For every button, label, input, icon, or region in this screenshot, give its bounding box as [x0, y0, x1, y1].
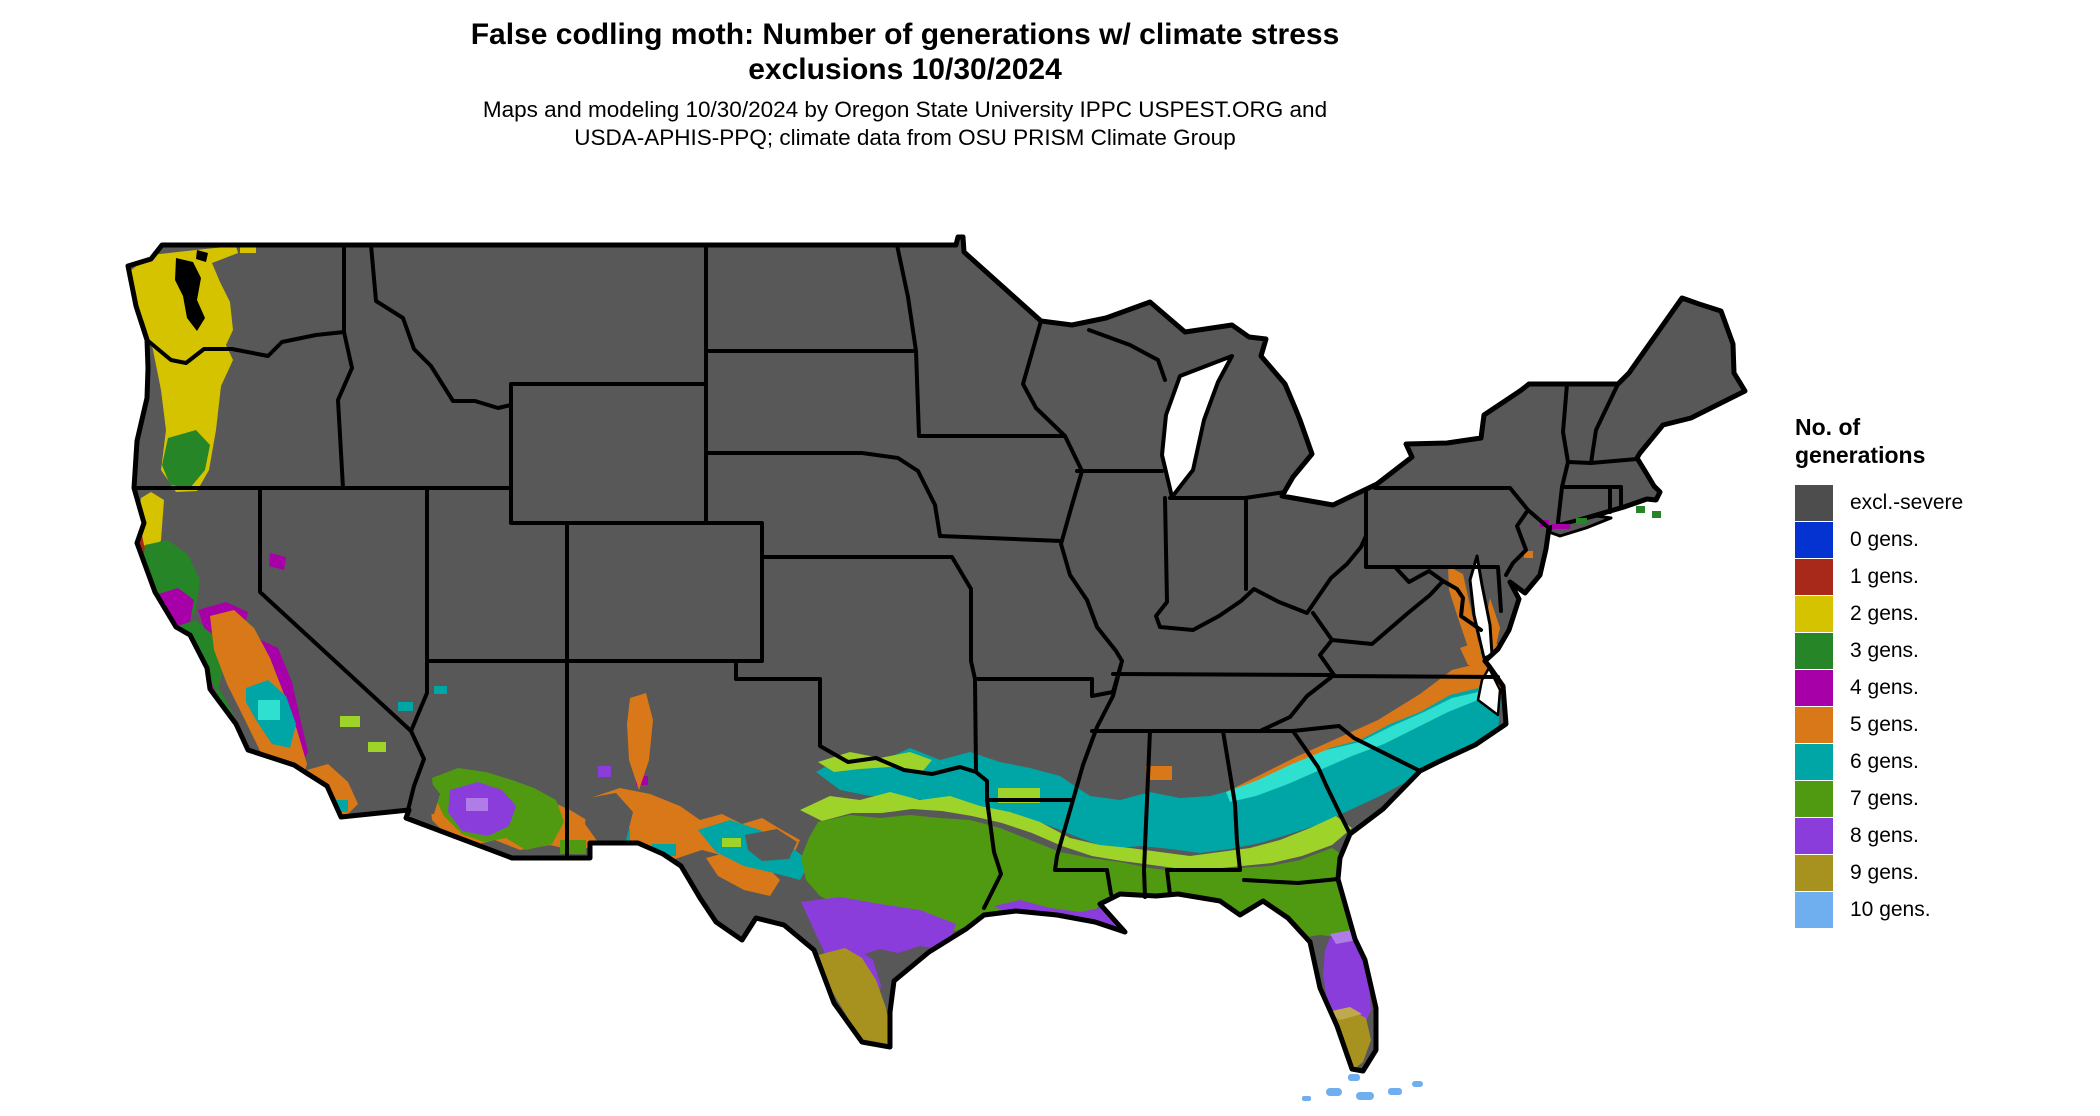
- keys-dot: [1326, 1088, 1342, 1096]
- florida-keys: [1302, 1074, 1423, 1101]
- legend-label: 2 gens.: [1850, 602, 1919, 626]
- region-khaki-fl-fringe: [1327, 1007, 1362, 1020]
- legend-item-5-gens: 5 gens.: [1795, 707, 2095, 744]
- legend-label: 6 gens.: [1850, 750, 1919, 774]
- legend-item-8-gens: 8 gens.: [1795, 818, 2095, 855]
- legend-label: 0 gens.: [1850, 528, 1919, 552]
- region-2gens-newa-speck: [240, 245, 256, 253]
- long-island-green: [1576, 518, 1587, 524]
- keys-dot: [1356, 1092, 1374, 1100]
- legend-label: excl.-severe: [1850, 491, 1964, 515]
- legend-label: 8 gens.: [1850, 824, 1919, 848]
- map-title: False codling moth: Number of generation…: [0, 18, 1810, 88]
- legend-item-10-gens: 10 gens.: [1795, 892, 2095, 929]
- legend-item-1-gens: 1 gens.: [1795, 559, 2095, 596]
- region-9gens-stx: [818, 948, 890, 1058]
- region-4gens-nv-dot: [269, 553, 286, 570]
- legend-swatch-0-gens: [1795, 522, 1833, 559]
- legend-swatch-10-gens: [1795, 892, 1833, 929]
- region-cyan-valley: [258, 700, 280, 720]
- legend-label: 4 gens.: [1850, 676, 1919, 700]
- keys-dot: [1412, 1081, 1423, 1087]
- keys-dot: [1388, 1088, 1402, 1095]
- region-lime-wtx: [722, 838, 741, 847]
- region-5gens-chesapeake-e: [1485, 598, 1500, 650]
- legend-swatch-4-gens: [1795, 670, 1833, 707]
- region-5gens-al-speck: [1146, 766, 1172, 780]
- legend-label: 3 gens.: [1850, 639, 1919, 663]
- state-borders: [132, 243, 1639, 910]
- region-4gens-delmarva: [1506, 638, 1517, 647]
- region-7gens-core: [801, 815, 1359, 938]
- region-8gens-fl: [1323, 934, 1371, 1033]
- region-lime-fringe: [800, 792, 1352, 869]
- map-subtitle-line2: USDA-APHIS-PPQ; climate data from OSU PR…: [574, 124, 1236, 150]
- region-lightpurple-phoenix: [466, 798, 488, 811]
- legend-swatch-excl-severe: [1795, 485, 1833, 522]
- region-5gens-riogrande: [627, 693, 653, 790]
- region-4gens-nj2: [1524, 620, 1531, 629]
- legend-title-line1: No. of: [1795, 414, 1861, 440]
- region-excl-edwards: [745, 829, 797, 861]
- puget-sound-water: [175, 258, 205, 331]
- long-island: [1547, 514, 1613, 538]
- legend-label: 7 gens.: [1850, 787, 1919, 811]
- legend-swatch-1-gens: [1795, 559, 1833, 596]
- legend-item-4-gens: 4 gens.: [1795, 670, 2095, 707]
- region-3gens-sor: [162, 430, 210, 488]
- legend-swatch-3-gens: [1795, 633, 1833, 670]
- legend-label: 5 gens.: [1850, 713, 1919, 737]
- region-cyan-fringe: [1226, 692, 1478, 802]
- legend-item-excl-severe: excl.-severe: [1795, 485, 2095, 522]
- keys-dot: [1348, 1074, 1360, 1081]
- region-lime-mojave2: [368, 742, 386, 752]
- us-land: [128, 237, 1745, 1071]
- region-6gens-band: [816, 688, 1501, 853]
- legend-swatch-2-gens: [1795, 596, 1833, 633]
- region-lime-mojave: [340, 716, 360, 727]
- legend-item-7-gens: 7 gens.: [1795, 781, 2095, 818]
- legend-item-9-gens: 9 gens.: [1795, 855, 2095, 892]
- region-7gens-azborder: [560, 840, 586, 854]
- legend-title: No. of generations: [1795, 414, 2095, 469]
- keys-dot: [1302, 1096, 1311, 1101]
- legend-swatch-6-gens: [1795, 744, 1833, 781]
- region-5gens-nj-speck: [1524, 551, 1533, 558]
- puget-sound-water2: [196, 250, 208, 262]
- legend-item-3-gens: 3 gens.: [1795, 633, 2095, 670]
- vineyard-green: [1636, 506, 1645, 513]
- legend: No. of generations excl.-severe 0 gens. …: [1795, 414, 2095, 929]
- map-subtitle-line1: Maps and modeling 10/30/2024 by Oregon S…: [482, 97, 1328, 122]
- legend-item-2-gens: 2 gens.: [1795, 596, 2095, 633]
- region-8gens-nm-dot: [598, 766, 611, 777]
- long-island-magenta: [1552, 524, 1570, 529]
- legend-swatch-5-gens: [1795, 707, 1833, 744]
- us-outline: [125, 234, 1748, 1074]
- legend-item-0-gens: 0 gens.: [1795, 522, 2095, 559]
- legend-item-6-gens: 6 gens.: [1795, 744, 2095, 781]
- legend-swatch-9-gens: [1795, 855, 1833, 892]
- legend-swatch-7-gens: [1795, 781, 1833, 818]
- region-6gens-vegas: [398, 702, 413, 711]
- chesapeake-bay: [1468, 554, 1494, 660]
- region-lime-redriver: [818, 752, 932, 772]
- legend-swatch-8-gens: [1795, 818, 1833, 855]
- region-6gens-socal: [300, 790, 324, 805]
- legend-label: 1 gens.: [1850, 565, 1919, 589]
- map-subtitle: Maps and modeling 10/30/2024 by Oregon S…: [0, 96, 1810, 152]
- map-title-line1: False codling moth: Number of generation…: [470, 18, 1340, 51]
- legend-title-line2: generations: [1795, 441, 1926, 468]
- region-excl-davis: [585, 793, 633, 845]
- nantucket-green: [1652, 511, 1661, 518]
- region-5gens-wtx2: [706, 850, 780, 896]
- region-4gens-nj: [1528, 598, 1536, 609]
- legend-label: 9 gens.: [1850, 861, 1919, 885]
- map-title-line2: exclusions 10/30/2024: [748, 52, 1062, 86]
- region-6gens-stgeorge: [434, 686, 447, 694]
- region-2gens-wa-or: [129, 246, 238, 492]
- legend-label: 10 gens.: [1850, 898, 1931, 922]
